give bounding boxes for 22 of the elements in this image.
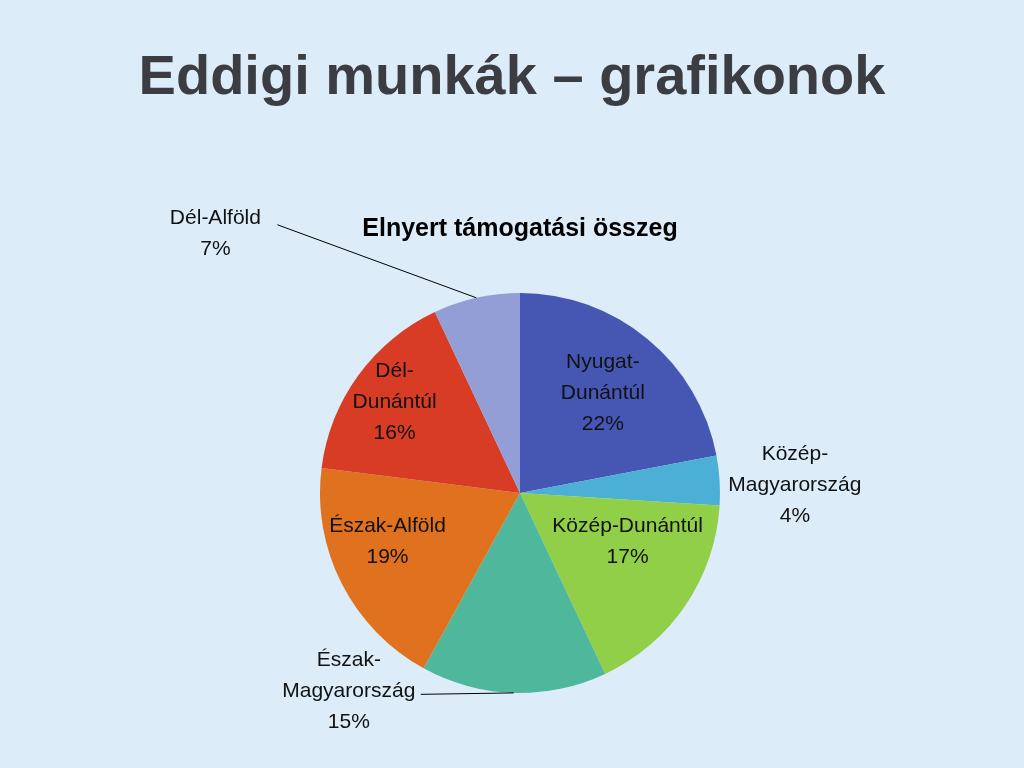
pie-slice — [321, 312, 520, 493]
pie-slice — [320, 467, 520, 669]
slice-label: Dél-Dunántúl — [352, 357, 437, 412]
slice-label: Nyugat-Dunántúl — [560, 348, 645, 403]
slice-label: Észak-Alföld — [329, 512, 446, 536]
slice-label: Észak-Magyarország — [282, 647, 416, 702]
slice-label: Közép-Dunántúl — [552, 512, 703, 536]
chart-subtitle: Elnyert támogatási összeg — [362, 213, 678, 241]
chart-title: Eddigi munkák – grafikonok — [138, 43, 887, 106]
slice-label: Közép-Magyarország — [728, 441, 862, 496]
pie-slice — [520, 455, 720, 506]
data-label: 16% — [373, 419, 416, 443]
slice-label: Dél-Alföld — [169, 205, 261, 229]
pie-slice — [434, 293, 520, 493]
data-label: 19% — [366, 543, 409, 567]
data-label: 15% — [327, 709, 370, 733]
pie-slice — [520, 493, 720, 674]
data-label: 4% — [779, 503, 811, 527]
pie-slice — [520, 293, 717, 493]
data-label: 22% — [581, 410, 624, 434]
data-label: 7% — [200, 236, 231, 260]
data-label: 17% — [606, 543, 649, 567]
